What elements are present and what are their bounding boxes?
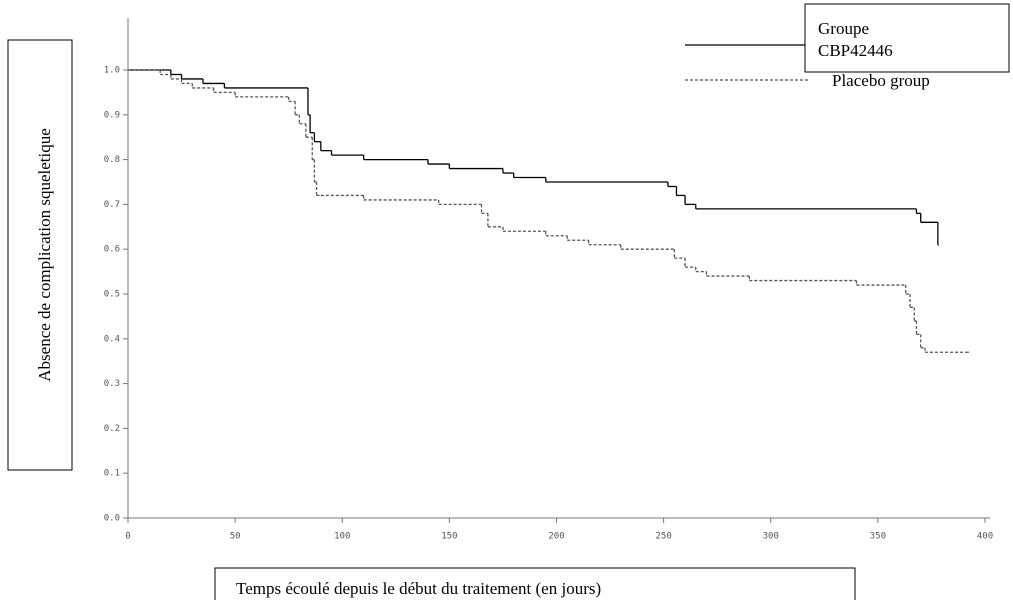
y-tick-label: 0.1	[104, 469, 120, 479]
y-tick-label: 0.4	[104, 334, 120, 344]
x-tick-label: 50	[230, 532, 241, 542]
x-tick-label: 100	[334, 532, 350, 542]
y-tick-label: 0.6	[104, 245, 120, 255]
ylabel-box	[7, 39, 73, 471]
x-tick-label: 350	[870, 532, 886, 542]
x-axis-label: Temps écoulé depuis le début du traiteme…	[236, 579, 601, 598]
y-tick-label: 0.9	[104, 110, 120, 120]
x-tick-label: 250	[655, 532, 671, 542]
legend: Placebo group Groupe CBP42446	[685, 3, 1010, 90]
y-tick-label: 0.2	[104, 424, 120, 434]
y-tick-label: 0.0	[104, 514, 120, 524]
x-tick-label: 200	[548, 532, 564, 542]
x-tick-label: 0	[125, 532, 130, 542]
xlabel-box	[214, 567, 856, 600]
x-tick-label: 400	[977, 532, 993, 542]
legend-box	[804, 3, 1010, 73]
y-tick-label: 0.5	[104, 290, 120, 300]
y-tick-label: 0.3	[104, 379, 120, 389]
y-tick-label: 0.7	[104, 200, 120, 210]
plot-area: 0.0 0.1 0.2 0.3 0.4 0.5 0.6 0.7 0.8 0.9 1.0 0 50 100 1…	[104, 66, 993, 542]
legend-label: Placebo group	[832, 71, 930, 90]
y-tick-label: 1.0	[104, 66, 120, 76]
x-tick-label: 150	[441, 532, 457, 542]
x-tick-label: 300	[763, 532, 779, 542]
y-axis-label: Absence de complication squeletique	[35, 128, 54, 382]
legend-label: Groupe CBP42446	[818, 19, 893, 60]
y-tick-label: 0.8	[104, 155, 120, 165]
